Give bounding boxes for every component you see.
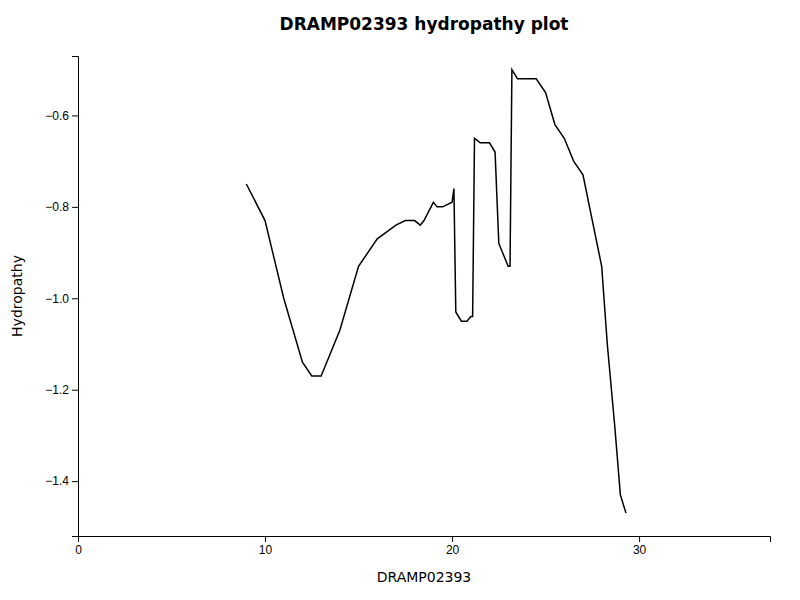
y-tick-mark (72, 115, 78, 116)
y-tick-mark (72, 390, 78, 391)
y-tick: −0.8 (45, 200, 78, 214)
y-tick-label: −1.2 (45, 383, 69, 397)
x-tick-mark (265, 536, 266, 542)
y-tick: −1.0 (45, 292, 78, 306)
y-axis-line (72, 57, 79, 537)
x-tick-mark (639, 536, 640, 542)
y-tick: −0.6 (45, 109, 78, 123)
y-tick: −1.2 (45, 383, 78, 397)
x-tick: 20 (446, 536, 460, 557)
y-tick-mark (72, 481, 78, 482)
y-tick-mark (72, 298, 78, 299)
y-tick-label: −1.4 (45, 474, 69, 488)
data-line (246, 70, 626, 513)
title: DRAMP02393 hydropathy plot (280, 14, 569, 34)
y-tick: −1.4 (45, 474, 78, 488)
x-tick: 10 (259, 536, 273, 557)
x-axis: 0 10 20 30 (75, 536, 770, 557)
y-axis: −1.4 −1.2 −1.0 −0.8 −0.6 (45, 57, 78, 537)
x-tick-label: 10 (259, 543, 273, 557)
x-tick-label: 30 (633, 543, 647, 557)
x-tick: 30 (633, 536, 647, 557)
y-axis-title: Hydropathy (9, 255, 25, 337)
y-tick-mark (72, 207, 78, 208)
marks (246, 70, 626, 513)
x-axis-line (79, 537, 771, 543)
x-tick-label: 20 (446, 543, 460, 557)
chart: 0 10 20 30 −1.4 −1.2 −1.0 −0.8 −0.6 DRAMP02393 hy… (0, 0, 800, 600)
y-tick-label: −0.8 (45, 200, 69, 214)
y-tick-label: −1.0 (45, 292, 69, 306)
plot-area: 0 10 20 30 −1.4 −1.2 −1.0 −0.8 −0.6 (45, 57, 770, 557)
x-axis-title: DRAMP02393 (377, 569, 472, 585)
y-tick-label: −0.6 (45, 109, 69, 123)
x-tick: 0 (75, 536, 82, 557)
x-tick-mark (452, 536, 453, 542)
x-tick-label: 0 (75, 543, 82, 557)
